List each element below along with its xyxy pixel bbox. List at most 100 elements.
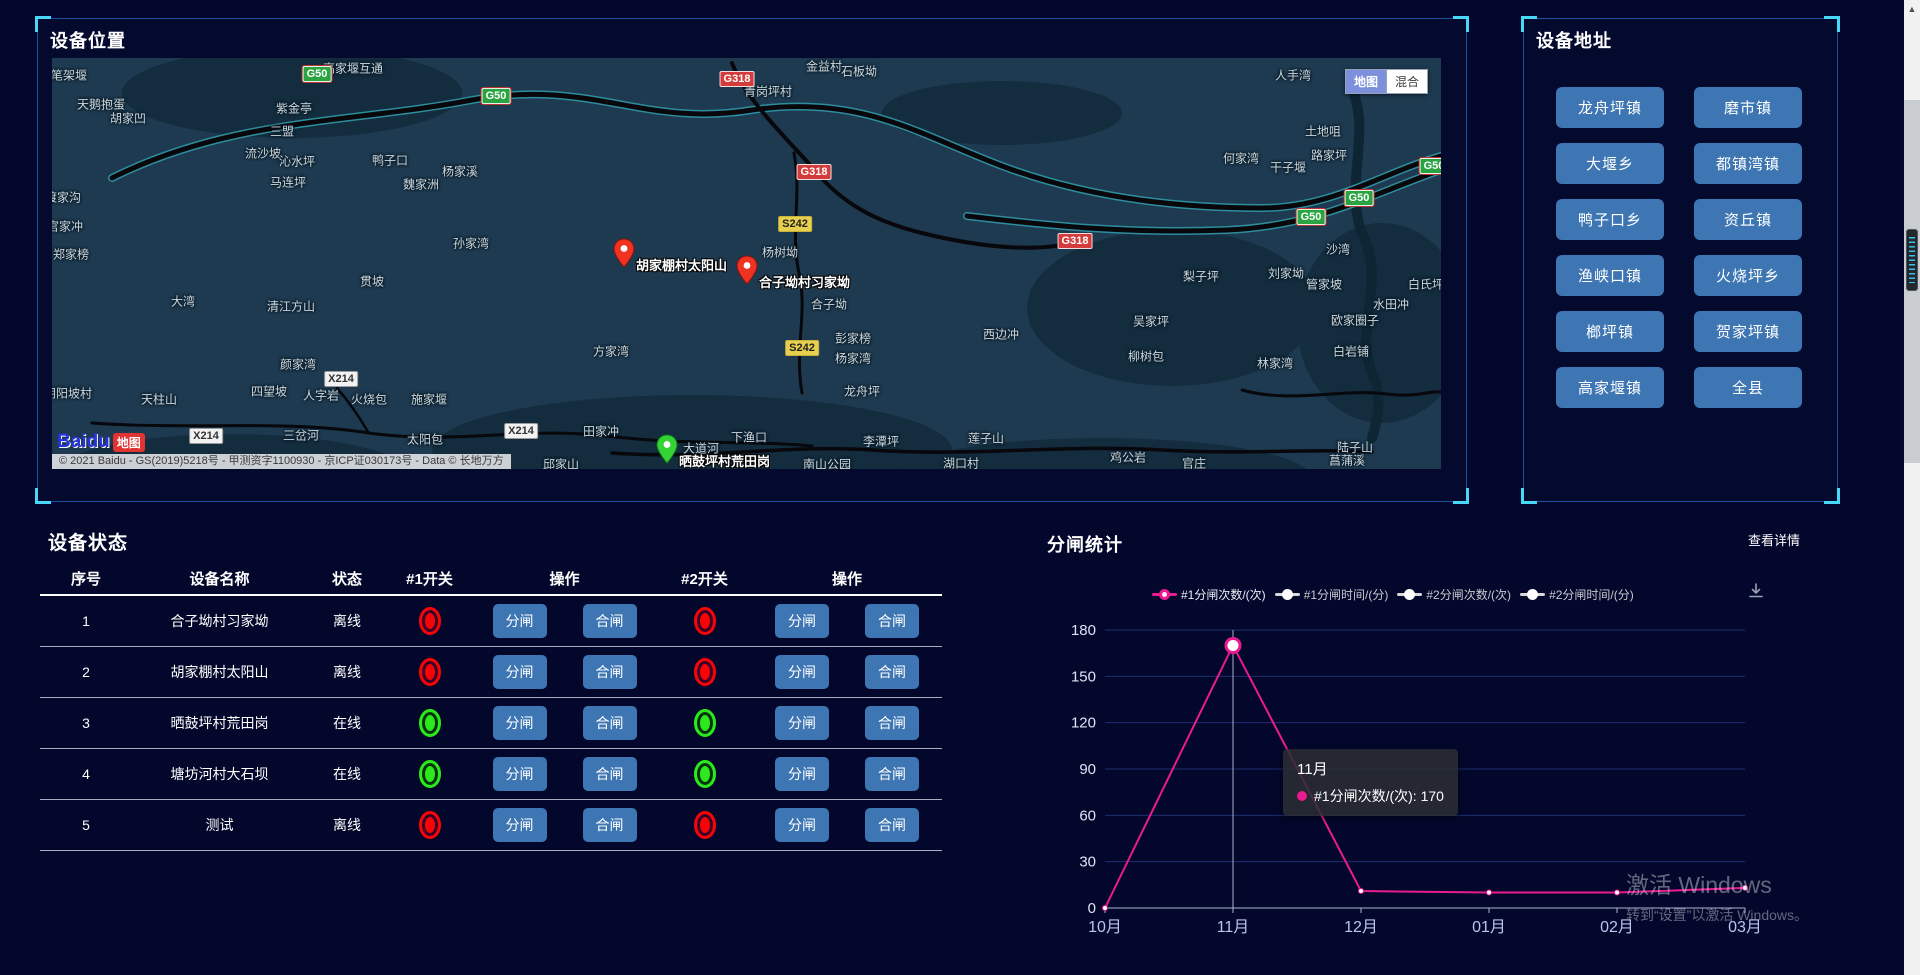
map-type-map-button[interactable]: 地图 <box>1344 69 1386 94</box>
download-icon[interactable] <box>1748 583 1764 605</box>
windows-activation-watermark: 激活 Windows 转到“设置”以激活 Windows。 <box>1626 866 1808 925</box>
map-label: 白岩铺 <box>1332 344 1370 359</box>
device-status-text: 在线 <box>333 715 361 731</box>
open-switch-button[interactable]: 分闸 <box>775 808 829 842</box>
vertical-scrollbar[interactable]: ▲ <box>1904 0 1920 975</box>
address-button[interactable]: 都镇湾镇 <box>1694 143 1802 184</box>
table-header-cell: #2开关 <box>681 570 728 588</box>
open-switch-button[interactable]: 分闸 <box>492 604 547 638</box>
legend-item[interactable]: #1分闸次数/(次) <box>1152 586 1266 603</box>
map-label: 人手湾 <box>1274 68 1312 83</box>
open-switch-button[interactable]: 分闸 <box>492 706 547 740</box>
corner-decoration <box>1453 16 1469 32</box>
open-switch-button[interactable]: 分闸 <box>775 655 829 689</box>
address-button[interactable]: 鸭子口乡 <box>1556 199 1664 240</box>
open-switch-button[interactable]: 分闸 <box>492 808 547 842</box>
road-badge-g50: G50 <box>1344 190 1374 206</box>
close-switch-button[interactable]: 合闸 <box>582 757 637 791</box>
operation-cell: 分闸 合闸 <box>472 808 657 842</box>
table-header-cell: 状态 <box>331 570 362 588</box>
baidu-brand-text: Baidu <box>57 431 110 452</box>
address-button[interactable]: 火烧坪乡 <box>1694 255 1802 296</box>
switch1-cell <box>387 658 472 686</box>
close-switch-button[interactable]: 合闸 <box>582 706 637 740</box>
baidu-logo[interactable]: Baidu 地图 <box>57 431 145 453</box>
close-switch-button[interactable]: 合闸 <box>865 757 919 791</box>
map-label: 高家堰互通 <box>322 61 384 76</box>
open-switch-button[interactable]: 分闸 <box>775 757 829 791</box>
address-button[interactable]: 高家堰镇 <box>1556 367 1664 408</box>
map-label: 阴阳坡村 <box>52 386 93 401</box>
road-badge-g318: G318 <box>1057 233 1093 249</box>
device-location-panel: 设备位置 <box>35 16 1469 504</box>
corner-decoration <box>1824 16 1840 32</box>
map-label: 邱家山 <box>542 457 580 470</box>
close-switch-button[interactable]: 合闸 <box>582 808 637 842</box>
map-type-hybrid-button[interactable]: 混合 <box>1385 69 1428 94</box>
address-button[interactable]: 贺家坪镇 <box>1694 311 1802 352</box>
map-pin[interactable] <box>656 434 678 464</box>
operation-cell: 分闸 合闸 <box>752 808 942 842</box>
status-indicator-sw1 <box>418 658 441 686</box>
table-header-cell: 操作 <box>831 570 862 588</box>
map-label: 大道河 <box>682 441 720 456</box>
switch1-cell <box>387 709 472 737</box>
table-header-cell: 设备名称 <box>189 570 250 588</box>
road-badge-g50: G50 <box>302 66 332 82</box>
address-button[interactable]: 资丘镇 <box>1694 199 1802 240</box>
view-details-link[interactable]: 查看详情 <box>1748 533 1801 548</box>
map-label: 太阳包 <box>406 432 444 447</box>
close-switch-button[interactable]: 合闸 <box>582 655 637 689</box>
map-pin[interactable] <box>613 238 635 268</box>
map-label: 鸭子口 <box>371 153 409 168</box>
close-switch-button[interactable]: 合闸 <box>865 706 919 740</box>
map-label: 鸡公岩 <box>1109 450 1147 465</box>
close-switch-button[interactable]: 合闸 <box>865 808 919 842</box>
close-switch-button[interactable]: 合闸 <box>865 604 919 638</box>
map-label: 梨子坪 <box>1182 269 1220 284</box>
scrollbar-striped-widget[interactable] <box>1906 229 1918 291</box>
map-label: 孙家湾 <box>452 236 490 251</box>
close-switch-button[interactable]: 合闸 <box>865 655 919 689</box>
address-button[interactable]: 榔坪镇 <box>1556 311 1664 352</box>
map-pin[interactable] <box>736 255 758 285</box>
map-label: 管家坡 <box>1305 277 1343 292</box>
map-label: 四望坡 <box>250 384 288 399</box>
switch2-cell <box>657 811 752 839</box>
legend-item[interactable]: #2分闸次数/(次) <box>1397 586 1511 603</box>
address-button[interactable]: 渔峡口镇 <box>1556 255 1664 296</box>
open-switch-button[interactable]: 分闸 <box>775 706 829 740</box>
legend-item[interactable]: #1分闸时间/(分) <box>1274 586 1388 603</box>
operation-cell: 分闸 合闸 <box>472 757 657 791</box>
baidu-map[interactable]: 笔架堰 天鹅抱蛋 胡家凹 高家堰互通 紫金亭 三盟 流沙坡 沁水坪 马连坪 鸭子口 杨家溪 魏家洲 青岗… <box>52 58 1441 469</box>
operation-cell: 分闸 合闸 <box>752 757 942 791</box>
map-label: 金益村 <box>805 59 843 74</box>
open-switch-button[interactable]: 分闸 <box>492 757 547 791</box>
device-name: 测试 <box>205 817 234 833</box>
legend-item[interactable]: #2分闸时间/(分) <box>1520 586 1634 603</box>
svg-text:150: 150 <box>1071 668 1096 685</box>
map-label: 青岗坪村 <box>743 84 793 99</box>
road-badge-g50: G50 <box>481 88 511 104</box>
close-switch-button[interactable]: 合闸 <box>582 604 637 638</box>
row-index: 5 <box>82 817 90 833</box>
device-status-text: 离线 <box>333 613 361 629</box>
baidu-map-word: 地图 <box>112 432 145 452</box>
legend-label: #1分闸次数/(次) <box>1181 588 1266 602</box>
trip-stats-chart[interactable]: 0 30 60 90 120 150 180 10月 11月 12月 01月 02月 03月 <box>1060 600 1820 945</box>
address-button[interactable]: 龙舟坪镇 <box>1556 87 1664 128</box>
map-label: 干子堰 <box>1269 160 1307 175</box>
scrollbar-up-arrow-icon[interactable]: ▲ <box>1907 4 1917 14</box>
map-label: 刘家坳 <box>1267 266 1305 281</box>
map-pin-label: 胡家棚村太阳山 <box>636 258 728 273</box>
open-switch-button[interactable]: 分闸 <box>775 604 829 638</box>
address-button-grid: 龙舟坪镇 磨市镇 大堰乡 都镇湾镇 鸭子口乡 资丘镇 渔峡口镇 火烧坪乡 榔坪镇 贺家坪镇 高家堰镇… <box>1556 87 1802 408</box>
map-label: 沁水坪 <box>278 154 316 169</box>
address-button[interactable]: 大堰乡 <box>1556 143 1664 184</box>
address-button[interactable]: 磨市镇 <box>1694 87 1802 128</box>
address-button[interactable]: 全县 <box>1694 367 1802 408</box>
map-label: 马连坪 <box>269 175 307 190</box>
open-switch-button[interactable]: 分闸 <box>492 655 547 689</box>
row-index: 3 <box>82 715 90 731</box>
device-status-table: 序号 设备名称 状态 #1开关 操作 #2开关 操作 1 合子坳村习家坳 离线 分闸 合闸 分闸 合闸 2 胡… <box>40 562 942 851</box>
